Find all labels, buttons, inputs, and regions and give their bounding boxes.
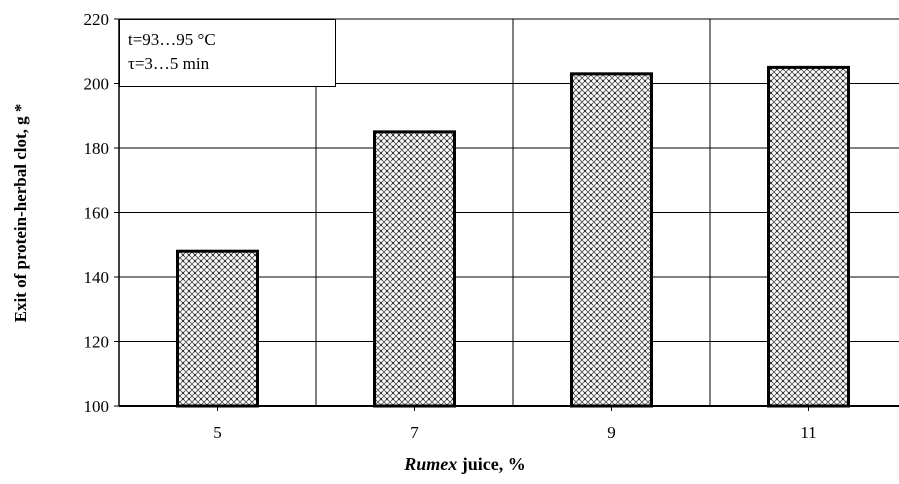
temperature-annotation: t=93…95 °C bbox=[128, 28, 335, 52]
x-tick-label: 5 bbox=[213, 423, 222, 442]
y-tick-label: 160 bbox=[84, 204, 110, 223]
x-axis-label: Rumex juice, % bbox=[403, 454, 526, 474]
bar bbox=[178, 251, 258, 406]
x-axis-label-rest: juice, % bbox=[457, 454, 525, 474]
y-tick-label: 220 bbox=[84, 10, 110, 29]
x-tick-label: 7 bbox=[410, 423, 419, 442]
x-axis-label-italic: Rumex bbox=[403, 454, 457, 474]
duration-annotation: τ=3…5 min bbox=[128, 52, 335, 76]
y-tick-label: 140 bbox=[84, 268, 110, 287]
bar bbox=[572, 74, 652, 406]
x-tick-label: 9 bbox=[607, 423, 616, 442]
bar bbox=[769, 67, 849, 406]
x-tick-label: 11 bbox=[800, 423, 816, 442]
y-tick-label: 200 bbox=[84, 75, 110, 94]
y-axis-label: Exit of protein-herbal clot, g * bbox=[11, 104, 30, 323]
y-tick-label: 120 bbox=[84, 333, 110, 352]
y-tick-label: 180 bbox=[84, 139, 110, 158]
y-tick-label: 100 bbox=[84, 397, 110, 416]
bar bbox=[375, 132, 455, 406]
conditions-annotation-box: t=93…95 °C τ=3…5 min bbox=[119, 19, 336, 87]
